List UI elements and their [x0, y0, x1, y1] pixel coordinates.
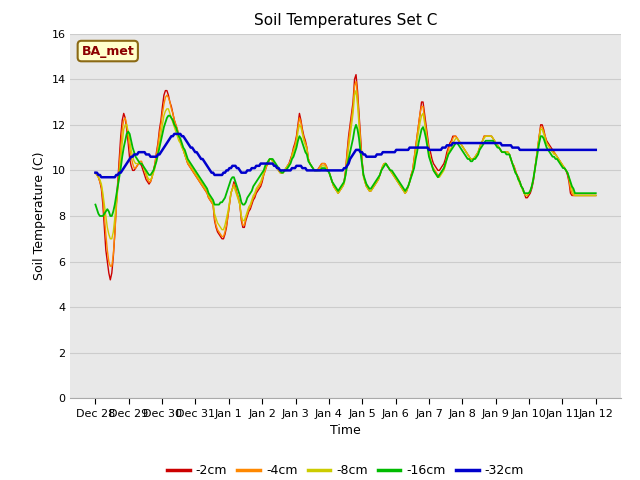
Legend: -2cm, -4cm, -8cm, -16cm, -32cm: -2cm, -4cm, -8cm, -16cm, -32cm [162, 459, 529, 480]
Y-axis label: Soil Temperature (C): Soil Temperature (C) [33, 152, 46, 280]
Text: BA_met: BA_met [81, 45, 134, 58]
Title: Soil Temperatures Set C: Soil Temperatures Set C [254, 13, 437, 28]
X-axis label: Time: Time [330, 424, 361, 437]
